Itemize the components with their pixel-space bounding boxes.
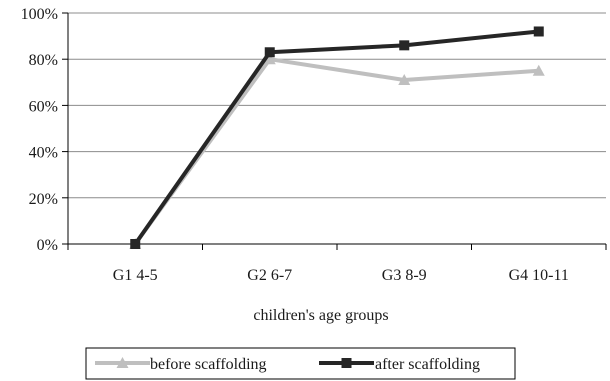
y-tick-label: 0% [37, 237, 58, 254]
series-lines [129, 26, 545, 249]
x-axis-title: children's age groups [253, 307, 388, 324]
data-point-marker [130, 239, 141, 249]
data-point-marker [533, 26, 544, 37]
data-point-marker [263, 53, 276, 65]
legend-swatch-marker [341, 358, 352, 368]
x-tick-label: G4 10-11 [509, 267, 569, 284]
y-tick-label: 100% [21, 6, 58, 23]
x-axis-tick-labels: G1 4-5 G2 6-7 G3 8-9 G4 10-11 [113, 267, 569, 284]
legend-swatch-marker [116, 357, 129, 368]
data-point-marker [264, 47, 275, 58]
x-tick-label: G2 6-7 [247, 267, 292, 284]
y-axis-tick-labels: 0% 20% 40% 60% 80% 100% [21, 6, 58, 254]
legend: before scaffolding after scaffolding [85, 347, 516, 380]
data-point-marker [398, 73, 411, 85]
x-tick-label: G1 4-5 [113, 267, 158, 284]
y-tick-label: 80% [29, 52, 58, 69]
legend-label: after scaffolding [375, 356, 480, 373]
data-point-marker [399, 40, 410, 51]
axes [62, 12, 607, 250]
legend-label: before scaffolding [150, 356, 267, 373]
y-tick-label: 40% [29, 145, 58, 162]
data-point-marker [532, 64, 545, 76]
x-tick-label: G3 8-9 [382, 267, 427, 284]
y-tick-label: 20% [29, 191, 58, 208]
legend-box [85, 347, 516, 380]
series-line-after-scaffolding [133, 29, 539, 246]
gridlines [68, 12, 606, 199]
y-tick-label: 60% [29, 98, 58, 115]
